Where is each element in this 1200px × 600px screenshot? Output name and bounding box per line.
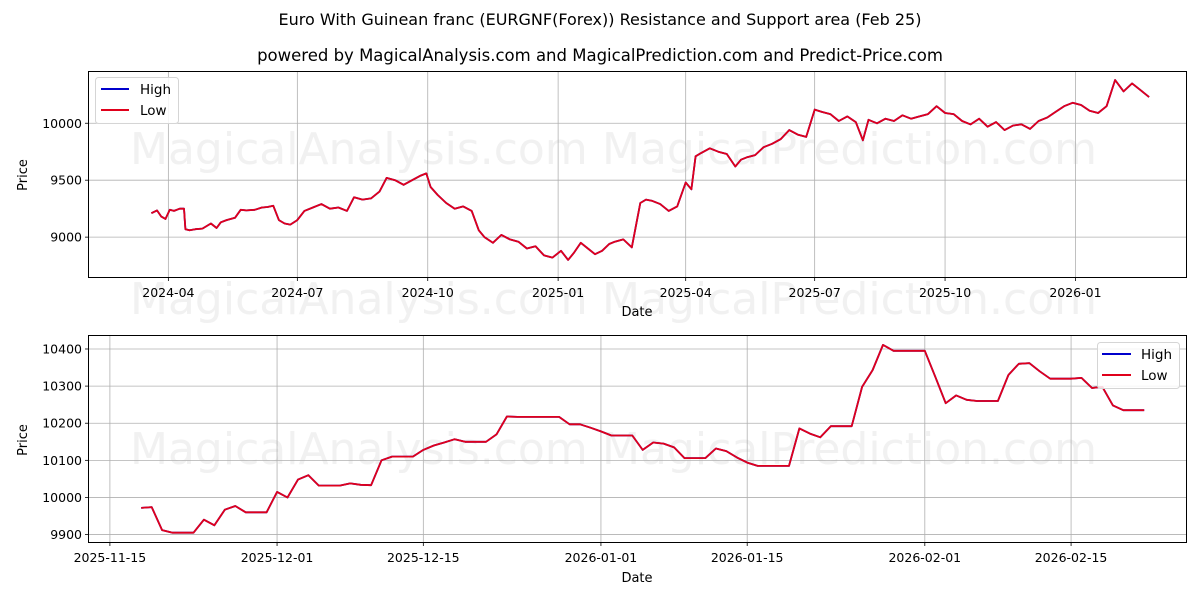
y-tick-label: 10000 (42, 116, 82, 131)
watermark-text: MagicalPrediction.com (602, 424, 1097, 475)
watermark-text: MagicalPrediction.com (602, 274, 1097, 325)
y-tick-label: 10300 (42, 379, 82, 394)
x-tick-label: 2026-02-01 (888, 550, 961, 565)
legend-high-label: High (1141, 347, 1172, 363)
x-tick-label: 2026-02-15 (1035, 550, 1108, 565)
x-tick-label: 2026-01 (1049, 285, 1101, 300)
x-tick-label: 2024-04 (142, 285, 194, 300)
x-tick-label: 2026-01-15 (711, 550, 784, 565)
watermark-text: MagicalPrediction.com (602, 124, 1097, 175)
top-legend: High Low (95, 77, 179, 124)
x-tick-label: 2024-10 (402, 285, 454, 300)
chart-subtitle: powered by MagicalAnalysis.com and Magic… (257, 46, 943, 65)
bottom-y-axis-label: Price (16, 424, 31, 456)
x-tick-label: 2026-01-01 (565, 550, 638, 565)
low-price-line (141, 343, 1145, 534)
x-tick-label: 2025-01 (532, 285, 584, 300)
top-series-lines (150, 79, 1150, 261)
y-tick-label: 10000 (42, 490, 82, 505)
legend-high-label: High (140, 82, 171, 98)
top-y-axis-label: Price (16, 159, 31, 191)
bottom-legend: High Low (1097, 342, 1180, 389)
bottom-series-lines (141, 343, 1145, 534)
bottom-axis-ticks: 2025-11-15 2025-12-01 2025-12-15 2026-01-01… (42, 341, 1107, 565)
bottom-x-axis-label: Date (621, 571, 652, 586)
watermark-layer: MagicalAnalysis.com MagicalPrediction.co… (130, 124, 1097, 475)
y-tick-label: 10100 (42, 453, 82, 468)
x-tick-label: 2025-12-15 (387, 550, 460, 565)
x-tick-label: 2025-12-01 (241, 550, 314, 565)
y-tick-label: 9000 (50, 230, 82, 245)
watermark-text: MagicalAnalysis.com (130, 424, 588, 475)
x-tick-label: 2025-10 (919, 285, 971, 300)
watermark-text: MagicalAnalysis.com (130, 124, 588, 175)
x-tick-label: 2025-07 (789, 285, 841, 300)
x-tick-label: 2024-07 (271, 285, 323, 300)
top-x-axis-label: Date (621, 305, 652, 320)
watermark-text: MagicalAnalysis.com (130, 274, 588, 325)
y-tick-label: 10400 (42, 341, 82, 356)
y-tick-label: 10200 (42, 416, 82, 431)
x-tick-label: 2025-04 (660, 285, 712, 300)
bottom-plot-frame (88, 335, 1187, 543)
legend-low-label: Low (140, 103, 167, 119)
x-tick-label: 2025-11-15 (74, 550, 147, 565)
top-plot-frame (88, 71, 1187, 278)
top-chart-panel: 2024-04 2024-07 2024-10 2025-01 2025-04 2025-… (16, 71, 1187, 320)
y-tick-label: 9900 (50, 527, 82, 542)
bottom-chart-panel: 2025-11-15 2025-12-01 2025-12-15 2026-01-01… (16, 335, 1187, 586)
y-tick-label: 9500 (50, 173, 82, 188)
legend-low-label: Low (1141, 368, 1168, 384)
bottom-gridlines (89, 336, 1186, 542)
low-price-line (150, 79, 1150, 261)
top-gridlines (89, 72, 1186, 277)
top-axis-ticks: 2024-04 2024-07 2024-10 2025-01 2025-04 2025-… (42, 116, 1101, 300)
chart-title: Euro With Guinean franc (EURGNF(Forex)) … (278, 10, 922, 29)
